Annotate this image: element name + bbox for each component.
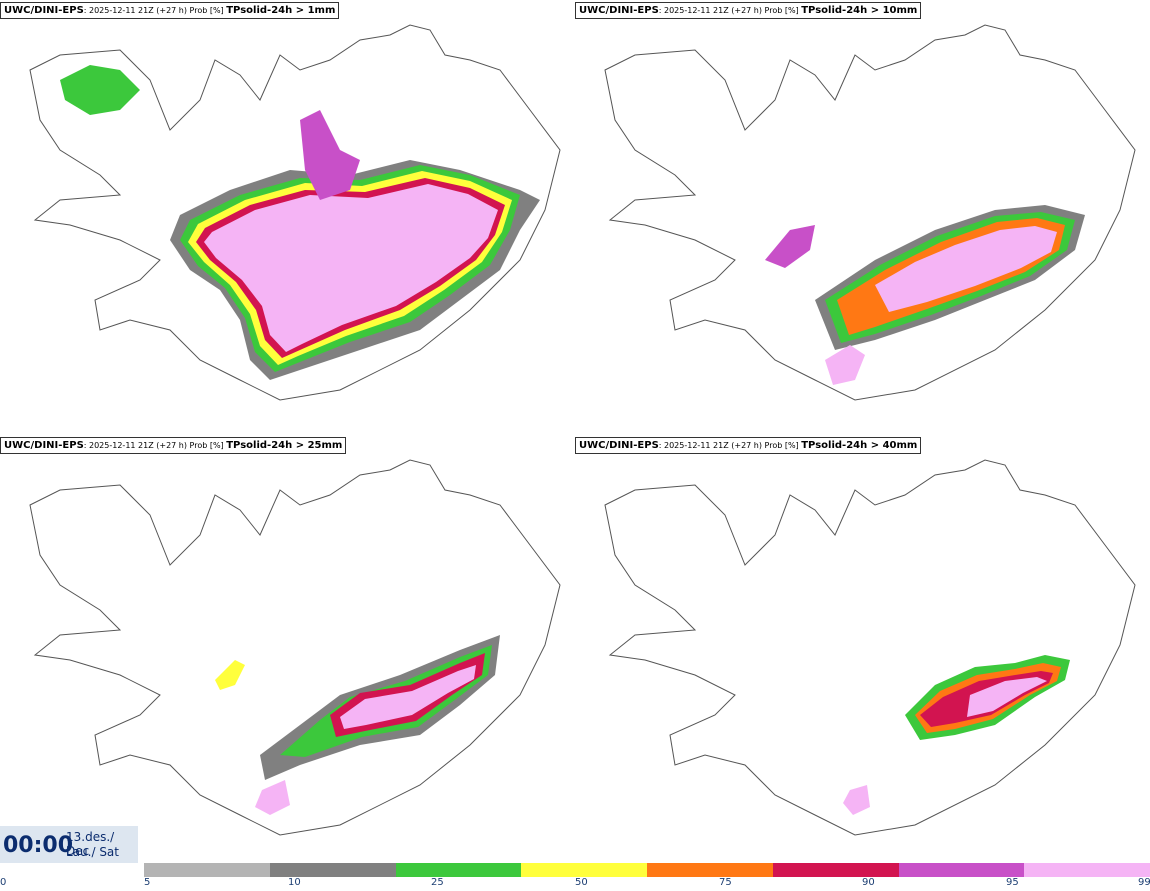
panel-title: UWC/DINI-EPS: 2025-12-11 21Z (+27 h) Pro… xyxy=(575,437,922,454)
colorbar-tick-label: 95 xyxy=(1006,877,1019,888)
run-info: : 2025-12-11 21Z (+27 h) Prob [%] xyxy=(658,441,802,450)
map-panel-40mm: UWC/DINI-EPS: 2025-12-11 21Z (+27 h) Pro… xyxy=(575,435,1150,865)
run-info: : 2025-12-11 21Z (+27 h) Prob [%] xyxy=(658,6,802,15)
colorbar-tick-label: 90 xyxy=(862,877,875,888)
colorbar-segment xyxy=(772,863,899,877)
run-info: : 2025-12-11 21Z (+27 h) Prob [%] xyxy=(83,6,227,15)
map-panel-10mm: UWC/DINI-EPS: 2025-12-11 21Z (+27 h) Pro… xyxy=(575,0,1150,430)
coastline xyxy=(604,459,1136,836)
prob-area-99 xyxy=(875,226,1057,312)
parameter: TPsolid-24h > 25mm xyxy=(226,440,343,451)
probability-map-1mm xyxy=(29,24,561,401)
prob-area-west xyxy=(215,660,245,690)
panel-title: UWC/DINI-EPS: 2025-12-11 21Z (+27 h) Pro… xyxy=(0,437,347,454)
probability-map-25mm xyxy=(29,459,561,836)
coastline xyxy=(604,24,1136,401)
colorbar-segment xyxy=(269,863,396,877)
parameter: TPsolid-24h > 10mm xyxy=(801,5,918,16)
probability-colorbar xyxy=(144,863,1150,877)
valid-weekday: Lau./ Sat xyxy=(66,845,119,859)
probability-map-40mm xyxy=(604,459,1136,836)
model-name: UWC/DINI-EPS xyxy=(4,5,84,16)
colorbar-tick-label: 10 xyxy=(288,877,301,888)
colorbar-segment xyxy=(647,863,773,877)
colorbar-tick-label: 5 xyxy=(144,877,151,888)
prob-area-99 xyxy=(967,677,1047,717)
colorbar-segment xyxy=(898,863,1025,877)
map-panel-25mm: UWC/DINI-EPS: 2025-12-11 21Z (+27 h) Pro… xyxy=(0,435,575,865)
prob-area-north xyxy=(300,110,360,200)
panel-title: UWC/DINI-EPS: 2025-12-11 21Z (+27 h) Pro… xyxy=(0,2,340,19)
model-name: UWC/DINI-EPS xyxy=(579,440,659,451)
coastline xyxy=(29,459,561,836)
colorbar-tick-label: 25 xyxy=(431,877,444,888)
colorbar-segment xyxy=(395,863,522,877)
valid-time-box: 00:00 13.des./ Dec Lau./ Sat xyxy=(0,826,138,863)
colorbar-tick-label: 99 xyxy=(1138,877,1150,888)
prob-area-west xyxy=(765,225,815,268)
panel-title: UWC/DINI-EPS: 2025-12-11 21Z (+27 h) Pro… xyxy=(575,2,922,19)
colorbar-segment xyxy=(1024,863,1150,877)
map-panel-1mm: UWC/DINI-EPS: 2025-12-11 21Z (+27 h) Pro… xyxy=(0,0,575,430)
prob-area-southwest xyxy=(843,785,870,815)
model-name: UWC/DINI-EPS xyxy=(4,440,84,451)
prob-area-southwest xyxy=(255,780,290,815)
colorbar-segment xyxy=(521,863,647,877)
model-name: UWC/DINI-EPS xyxy=(579,5,659,16)
prob-area-southwest xyxy=(825,345,865,385)
run-info: : 2025-12-11 21Z (+27 h) Prob [%] xyxy=(83,441,227,450)
valid-date: 13.des./ Dec xyxy=(66,830,115,858)
colorbar-tick-label: 0 xyxy=(0,877,7,888)
prob-area-99 xyxy=(340,665,476,729)
prob-area-westfjords xyxy=(60,65,140,115)
parameter: TPsolid-24h > 40mm xyxy=(801,440,918,451)
colorbar-tick-label: 50 xyxy=(575,877,588,888)
prob-area-99 xyxy=(204,184,498,352)
probability-map-10mm xyxy=(604,24,1136,401)
coastline xyxy=(29,24,561,401)
valid-time: 00:00 xyxy=(3,833,74,858)
colorbar-tick-label: 75 xyxy=(719,877,732,888)
colorbar-segment xyxy=(144,863,270,877)
parameter: TPsolid-24h > 1mm xyxy=(226,5,336,16)
